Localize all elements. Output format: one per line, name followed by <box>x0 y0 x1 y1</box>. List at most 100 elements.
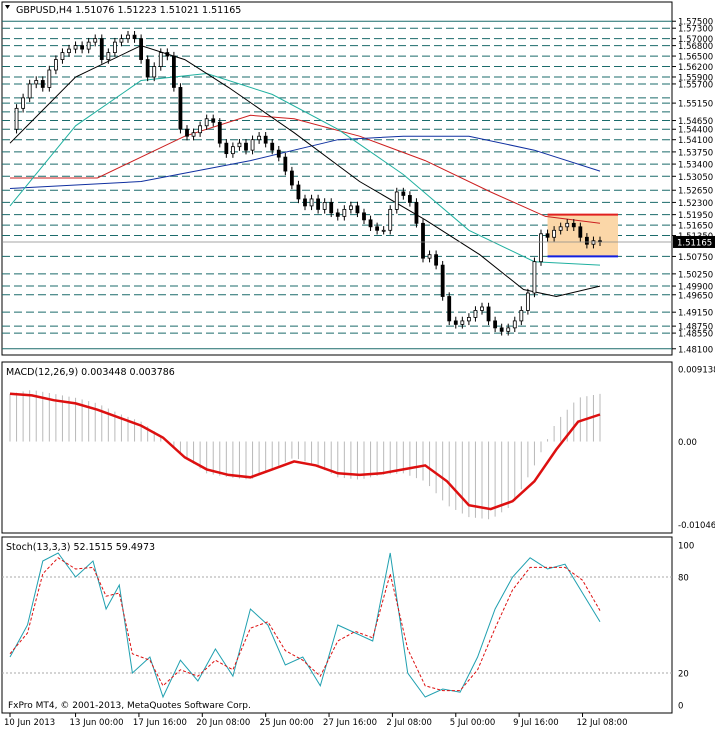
candle-body <box>453 320 458 325</box>
stoch-pane-frame <box>1 536 673 714</box>
price-title: GBPUSD,H4 1.51076 1.51223 1.51021 1.5116… <box>16 5 241 16</box>
candle-body <box>493 320 498 329</box>
candle-body <box>394 191 399 210</box>
moving-average-line <box>10 114 601 224</box>
candle-body <box>322 202 327 210</box>
candle-body <box>185 128 189 137</box>
candle-body <box>53 59 58 71</box>
candle-body <box>14 107 19 130</box>
candle-body <box>158 52 163 67</box>
price-tick-label: 1.56500 <box>678 53 713 63</box>
candle-body <box>191 132 196 137</box>
candle-body <box>512 320 517 329</box>
candle-body <box>27 83 32 99</box>
time-tick-label: 13 Jun 00:00 <box>70 718 124 728</box>
time-tick-label: 27 Jun 16:00 <box>323 718 377 728</box>
candle-body <box>152 66 157 78</box>
candle-body <box>80 45 85 50</box>
price-tick-label: 1.52650 <box>678 187 713 197</box>
candle-body <box>119 38 124 43</box>
price-tick-label: 1.49650 <box>678 291 713 301</box>
candle-body <box>486 306 491 322</box>
candle-body <box>244 142 248 151</box>
candle-body <box>335 212 340 217</box>
moving-average-line <box>9 72 601 266</box>
macd-tick-label: 0.00 <box>678 438 697 448</box>
macd-tick-label: 0.009138 <box>678 365 715 375</box>
candle-body <box>362 212 366 221</box>
candle-body <box>283 156 288 172</box>
candle-body <box>460 320 465 325</box>
candle-body <box>178 87 183 130</box>
price-tick-label: 1.57300 <box>678 25 713 35</box>
macd-title: MACD(12,26,9) 0.003448 0.003786 <box>6 367 175 378</box>
candle-body <box>257 135 262 141</box>
candle-body <box>368 219 373 228</box>
price-tick-label: 1.57000 <box>678 35 713 45</box>
candle-body <box>165 52 170 57</box>
candle-body <box>263 135 268 144</box>
candle-body <box>591 240 596 245</box>
candle-body <box>421 222 425 259</box>
candle-body <box>519 310 524 322</box>
candle-body <box>303 198 307 207</box>
candle-body <box>506 327 511 332</box>
candle-body <box>381 229 386 232</box>
time-tick-label: 12 Jul 08:00 <box>577 718 628 728</box>
stoch-title: Stoch(13,3,3) 52.1515 59.4973 <box>6 542 155 553</box>
candle-body <box>388 208 393 231</box>
moving-average-line <box>9 45 601 298</box>
time-tick-label: 10 Jun 2013 <box>4 718 55 728</box>
candle-body <box>558 226 563 231</box>
candle-body <box>427 254 432 259</box>
macd-signal-line <box>9 392 601 511</box>
price-tick-label: 1.56200 <box>678 63 713 73</box>
price-tick-label: 1.54400 <box>678 126 713 136</box>
candle-body <box>348 205 353 210</box>
candle-body <box>67 48 71 53</box>
candle-body <box>112 41 117 53</box>
candle-body <box>99 38 104 60</box>
time-tick-label: 5 Jul 00:00 <box>450 718 496 728</box>
time-tick-label: 2 Jul 08:00 <box>386 718 432 728</box>
candle-body <box>342 208 347 217</box>
candle-body <box>316 198 321 210</box>
macd-tick-label: -0.01046 <box>678 521 715 531</box>
price-tick-label: 1.49150 <box>678 309 713 319</box>
price-pane-frame <box>1 1 673 356</box>
price-tick-label: 1.48750 <box>678 323 713 333</box>
candle-body <box>414 202 419 224</box>
candle-body <box>440 264 445 297</box>
current-price-label: 1.51165 <box>677 238 712 248</box>
candle-body <box>309 198 314 207</box>
candle-body <box>289 170 294 186</box>
price-tick-label: 1.57500 <box>678 18 713 28</box>
candle-body <box>237 142 242 148</box>
candle-body <box>21 97 26 109</box>
price-tick-label: 1.54650 <box>678 117 713 127</box>
candle-body <box>211 118 216 123</box>
stochastic-pane: 100 80 20 0 Stoch(13,3,3) 52.1515 59.4973 <box>1 536 694 714</box>
time-tick-label: 20 Jun 08:00 <box>196 718 250 728</box>
price-pane: 1.575001.573001.570001.568001.565001.562… <box>1 1 715 356</box>
candle-body <box>126 34 130 40</box>
price-tick-label: 1.56800 <box>678 42 713 52</box>
candle-body <box>499 327 504 332</box>
price-tick-label: 1.50750 <box>678 253 713 263</box>
candle-body <box>204 118 209 127</box>
candle-body <box>565 222 570 228</box>
price-tick-label: 1.55150 <box>678 100 713 110</box>
candle-body <box>171 55 176 88</box>
stoch-signal-line <box>9 557 601 692</box>
candle-body <box>375 226 380 231</box>
price-tick-label: 1.49900 <box>678 283 713 293</box>
candle-body <box>578 226 583 238</box>
candle-body <box>250 139 255 151</box>
price-tick-label: 1.53400 <box>678 161 713 171</box>
candle-body <box>545 233 550 238</box>
candle-body <box>40 80 45 88</box>
candle-body <box>139 38 144 60</box>
time-axis: 10 Jun 2013 13 Jun 00:00 17 Jun 16:00 20 Ju… <box>4 713 628 728</box>
price-tick-label: 1.55900 <box>678 73 713 83</box>
